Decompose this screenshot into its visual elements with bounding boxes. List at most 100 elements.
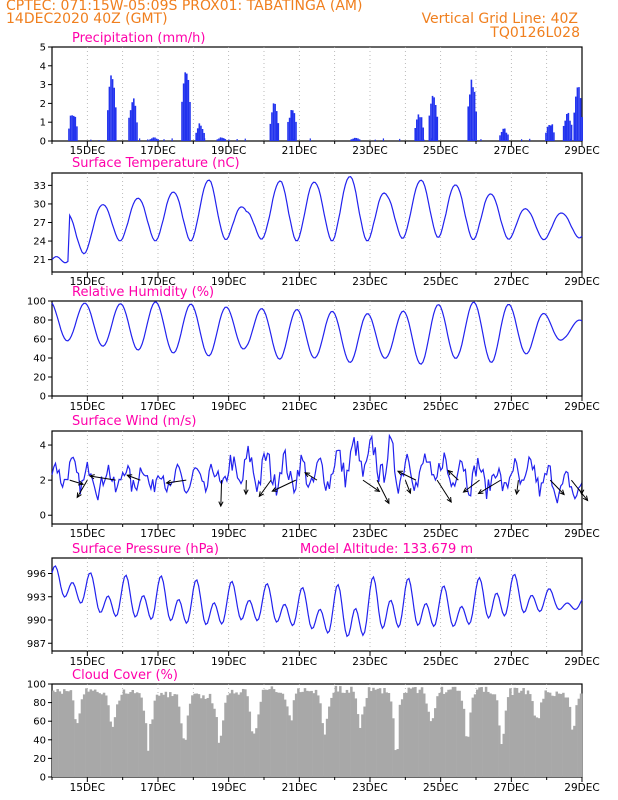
precip-bar bbox=[434, 104, 437, 141]
cloud-bar bbox=[180, 723, 183, 777]
cloud-bar bbox=[491, 694, 494, 777]
precip-bar bbox=[157, 139, 159, 141]
cloud-bar bbox=[142, 710, 146, 777]
precip-bar bbox=[195, 138, 198, 141]
wind-vector bbox=[516, 480, 519, 495]
cloud-bar bbox=[314, 689, 318, 777]
wind-vector bbox=[397, 470, 417, 481]
cloud-bar bbox=[478, 687, 481, 777]
x-tick-label: 21DEC bbox=[282, 782, 317, 794]
cloud-bar bbox=[129, 692, 132, 777]
cloud-bar bbox=[575, 705, 578, 777]
precip-bar bbox=[569, 138, 571, 141]
cloud-bar bbox=[378, 688, 382, 777]
precip-bar bbox=[472, 87, 474, 141]
cloud-bar bbox=[149, 723, 152, 777]
panel-title: Cloud Cover (%) bbox=[72, 668, 178, 683]
x-tick-label: 27DEC bbox=[494, 401, 529, 413]
cloud-bar bbox=[456, 690, 459, 777]
wind-vector-head bbox=[78, 480, 85, 486]
wind-vector-head bbox=[582, 495, 589, 502]
cloud-bar bbox=[436, 696, 439, 777]
precip-bar bbox=[581, 117, 583, 141]
x-tick-label: 23DEC bbox=[352, 528, 387, 540]
cloud-bar bbox=[277, 692, 280, 777]
cloud-bar bbox=[559, 693, 563, 777]
precip-bar bbox=[151, 138, 153, 141]
cloud-bar bbox=[542, 698, 545, 777]
panel-0 bbox=[48, 46, 583, 146]
cloud-bar bbox=[513, 687, 517, 777]
cloud-bar bbox=[502, 733, 506, 777]
precip-bar bbox=[114, 138, 116, 141]
cloud-bar bbox=[531, 701, 534, 777]
cloud-bar bbox=[570, 729, 574, 777]
y-tick-label: 20 bbox=[33, 373, 46, 384]
cloud-bar bbox=[100, 694, 104, 777]
wind-vector bbox=[258, 479, 272, 497]
cloud-bar bbox=[504, 710, 508, 777]
cloud-bar bbox=[113, 717, 117, 777]
cloud-bar bbox=[91, 690, 95, 777]
cloud-bar bbox=[303, 688, 307, 777]
cloud-bar bbox=[427, 711, 430, 777]
cloud-bar bbox=[568, 706, 572, 777]
model-code: TQ0126L028 bbox=[490, 25, 580, 41]
precip-bar bbox=[502, 128, 505, 141]
x-tick-label: 27DEC bbox=[494, 528, 529, 540]
cloud-bar bbox=[405, 692, 408, 777]
precip-bar bbox=[507, 134, 509, 141]
wind-vector-head bbox=[579, 489, 585, 496]
precip-bar bbox=[295, 121, 297, 141]
cloud-bar bbox=[98, 693, 101, 777]
y-tick-label: 4 bbox=[40, 441, 46, 452]
wind-vector-head bbox=[258, 491, 264, 498]
cloud-bar bbox=[286, 706, 289, 777]
model-altitude-label: Model Altitude: 133.679 m bbox=[300, 542, 473, 557]
cloud-bar bbox=[343, 692, 347, 777]
cloud-bar bbox=[272, 689, 276, 777]
cloud-bar bbox=[440, 686, 444, 777]
cloud-bar bbox=[255, 728, 258, 777]
wind-vector bbox=[447, 470, 459, 481]
precip-bar bbox=[500, 131, 503, 141]
cloud-bar bbox=[292, 700, 296, 777]
cloud-bar bbox=[498, 725, 501, 777]
wind-vector-head bbox=[374, 486, 381, 493]
cloud-bar bbox=[155, 694, 159, 777]
y-tick-label: 5 bbox=[40, 43, 46, 54]
x-tick-label: 25DEC bbox=[423, 782, 458, 794]
cloud-bar bbox=[105, 695, 108, 777]
cloud-bar bbox=[109, 721, 112, 777]
precip-bar bbox=[473, 91, 476, 141]
precip-bar bbox=[72, 115, 75, 141]
precip-bar bbox=[171, 138, 173, 141]
wind-vector bbox=[89, 475, 116, 481]
cloud-bar bbox=[453, 686, 457, 777]
x-tick-label: 15DEC bbox=[70, 401, 105, 413]
precip-bar bbox=[430, 103, 432, 141]
cloud-bar bbox=[257, 714, 260, 777]
y-tick-label: 80 bbox=[33, 316, 46, 327]
cloud-bar bbox=[400, 699, 404, 777]
x-tick-label: 23DEC bbox=[352, 276, 387, 288]
y-tick-label: 2 bbox=[40, 476, 46, 487]
cloud-bar bbox=[529, 694, 532, 777]
cloud-bar bbox=[423, 693, 426, 777]
wind-vector-head bbox=[384, 498, 390, 505]
wind-vector bbox=[463, 479, 480, 493]
plot-frame bbox=[51, 557, 583, 652]
plot-frame bbox=[51, 46, 583, 142]
cloud-bar bbox=[434, 708, 437, 777]
cloud-bar bbox=[80, 699, 84, 777]
precip-bar bbox=[132, 98, 135, 141]
wind-vector-head bbox=[559, 489, 565, 496]
precip-bar bbox=[293, 138, 295, 141]
cloud-bar bbox=[442, 693, 446, 777]
precip-bar bbox=[288, 117, 291, 141]
cloud-bar bbox=[120, 694, 123, 777]
cloud-bar bbox=[246, 696, 249, 777]
precip-bar bbox=[181, 101, 183, 141]
precip-bar bbox=[467, 106, 470, 141]
precip-bar bbox=[355, 137, 358, 141]
